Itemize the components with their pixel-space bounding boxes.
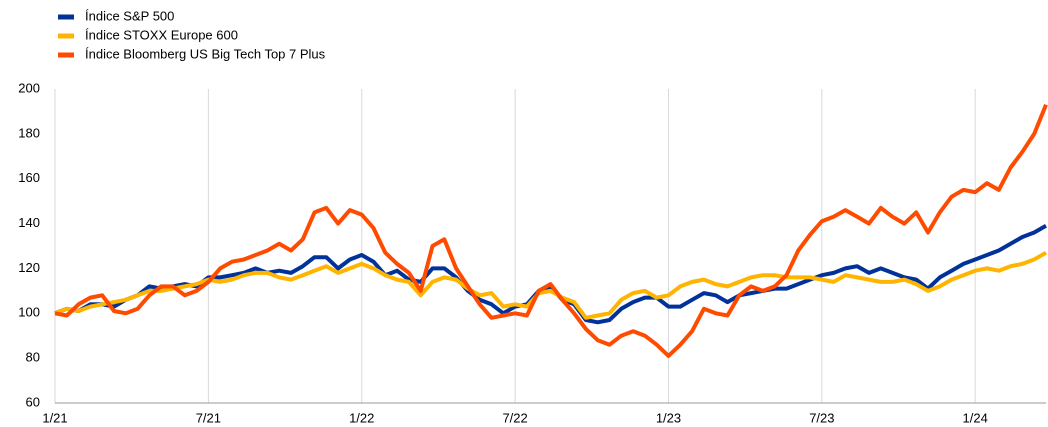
y-tick-label: 60 [26,394,40,409]
x-tick-label: 1/24 [963,410,988,425]
series-line [54,224,1047,325]
series-line [54,103,1048,358]
y-tick-label: 140 [18,215,40,230]
x-tick-label: 7/23 [809,410,834,425]
legend-label: Índice Bloomberg US Big Tech Top 7 Plus [85,46,326,61]
x-tick-label: 7/22 [502,410,527,425]
y-tick-label: 100 [18,305,40,320]
y-tick-label: 200 [18,80,40,95]
y-tick-label: 120 [18,260,40,275]
y-tick-label: 160 [18,170,40,185]
x-tick-label: 1/22 [349,410,374,425]
legend-label: Índice STOXX Europe 600 [85,27,238,42]
x-tick-label: 1/23 [656,410,681,425]
x-tick-label: 7/21 [196,410,221,425]
y-tick-label: 180 [18,125,40,140]
legend-label: Índice S&P 500 [85,8,174,23]
series-line [54,250,1047,320]
y-tick-label: 80 [26,350,40,365]
x-tick-label: 1/21 [42,410,67,425]
